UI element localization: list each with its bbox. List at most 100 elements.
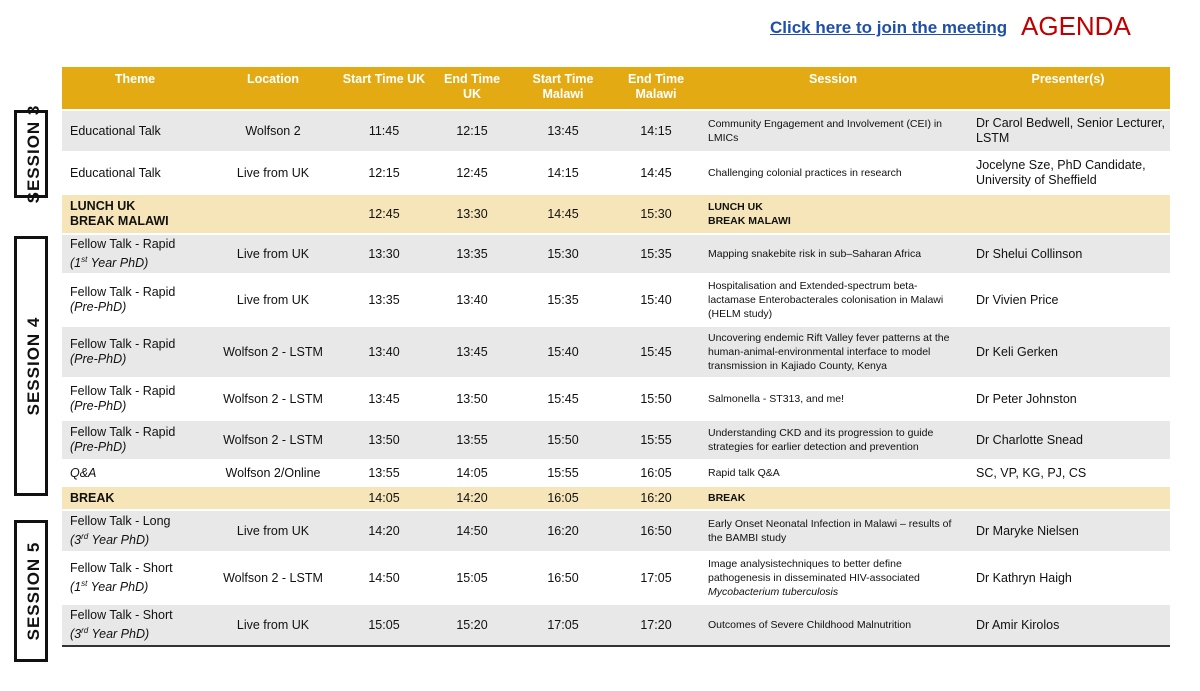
start-uk-cell: 14:50 — [368, 570, 400, 585]
start-uk-cell: 13:45 — [368, 391, 400, 406]
start-malawi-cell: 17:05 — [547, 617, 579, 632]
session-label: SESSION 3 — [24, 104, 43, 204]
agenda-table: Theme Location Start Time UK End Time UK… — [62, 67, 1170, 647]
location-cell — [208, 486, 338, 510]
end-malawi-cell: 15:35 — [640, 246, 672, 261]
presenter-cell: Dr Vivien Price — [976, 292, 1059, 307]
table-row: Fellow Talk - Rapid (Pre-PhD) Live from … — [62, 274, 1170, 326]
theme-line: Fellow Talk - Rapid — [70, 425, 176, 439]
end-uk-cell: 13:45 — [456, 344, 488, 359]
table-row: Fellow Talk - Short (3rd Year PhD) Live … — [62, 604, 1170, 646]
start-uk-cell: 13:40 — [368, 344, 400, 359]
session-line: BREAK MALAWI — [708, 215, 791, 227]
theme-cell: Fellow Talk - Short (1st Year PhD) — [62, 552, 208, 604]
theme-subtitle: (Pre-PhD) — [70, 440, 127, 454]
header-row: Theme Location Start Time UK End Time UK… — [62, 67, 1170, 110]
end-malawi-cell: 17:20 — [640, 617, 672, 632]
session-cell: Challenging colonial practices in resear… — [708, 167, 902, 179]
end-uk-cell: 15:05 — [456, 570, 488, 585]
presenter-cell: Dr Amir Kirolos — [976, 617, 1060, 632]
theme-subtitle: (1st Year PhD) — [70, 254, 149, 271]
end-uk-cell: 13:55 — [456, 432, 488, 447]
table-row: Fellow Talk - Rapid (Pre-PhD) Wolfson 2 … — [62, 378, 1170, 420]
presenter-cell: SC, VP, KG, PJ, CS — [976, 465, 1087, 480]
start-malawi-cell: 14:15 — [547, 165, 579, 180]
end-uk-cell: 14:20 — [456, 490, 488, 505]
table-row: BREAK 14:05 14:20 16:05 16:20 BREAK — [62, 486, 1170, 510]
session-cell: Mapping snakebite risk in sub–Saharan Af… — [708, 248, 922, 260]
presenter-cell: Jocelyne Sze, PhD Candidate, University … — [976, 158, 1146, 187]
end-malawi-cell: 14:15 — [640, 123, 672, 138]
end-malawi-cell: 15:40 — [640, 292, 672, 307]
session-italic-text: Mycobacterium tuberculosis — [708, 586, 839, 598]
join-meeting-link[interactable]: Click here to join the meeting — [770, 18, 1008, 37]
theme-cell: Educational Talk — [70, 165, 161, 180]
start-malawi-cell: 15:45 — [547, 391, 579, 406]
end-malawi-cell: 15:55 — [640, 432, 672, 447]
end-uk-cell: 13:30 — [456, 206, 488, 221]
col-header-start-malawi: Start Time Malawi — [532, 72, 594, 101]
table-row: Fellow Talk - Short (1st Year PhD) Wolfs… — [62, 552, 1170, 604]
theme-line: Fellow Talk - Rapid — [70, 337, 176, 351]
end-malawi-cell: 16:05 — [640, 465, 672, 480]
start-malawi-cell: 15:30 — [547, 246, 579, 261]
session-cell: Salmonella - ST313, and me! — [708, 393, 844, 405]
end-uk-cell: 14:05 — [456, 465, 488, 480]
session-label: SESSION 4 — [24, 316, 43, 416]
start-uk-cell: 13:50 — [368, 432, 400, 447]
session-cell: Rapid talk Q&A — [708, 467, 780, 479]
session-label: SESSION 5 — [24, 541, 43, 641]
col-header-presenters: Presenter(s) — [1031, 72, 1105, 86]
col-header-start-uk: Start Time UK — [342, 72, 426, 86]
col-header-location: Location — [246, 72, 300, 86]
session-cell: Outcomes of Severe Childhood Malnutritio… — [708, 619, 912, 631]
start-malawi-cell: 14:45 — [547, 206, 579, 221]
end-uk-cell: 13:40 — [456, 292, 488, 307]
table-row: LUNCH UK BREAK MALAWI 12:45 13:30 14:45 … — [62, 194, 1170, 234]
theme-cell: Q&A — [70, 465, 97, 480]
col-header-end-malawi: End Time Malawi — [627, 72, 685, 101]
theme-cell: BREAK — [70, 490, 115, 505]
table-row: Fellow Talk - Rapid (Pre-PhD) Wolfson 2 … — [62, 326, 1170, 378]
session-line: LUNCH UK — [708, 201, 763, 213]
session-cell: LUNCH UK BREAK MALAWI — [700, 194, 966, 234]
agenda-title: AGENDA — [1021, 11, 1131, 41]
end-uk-cell: 13:50 — [456, 391, 488, 406]
theme-line: Fellow Talk - Rapid — [70, 285, 176, 299]
start-malawi-cell: 15:55 — [547, 465, 579, 480]
theme-cell: Fellow Talk - Rapid (Pre-PhD) — [62, 326, 208, 378]
session-text: Image analysistechniques to better defin… — [708, 558, 920, 584]
start-uk-cell: 13:30 — [368, 246, 400, 261]
session-cell: Understanding CKD and its progression to… — [708, 427, 934, 453]
location-cell: Wolfson 2 - LSTM — [223, 391, 323, 406]
location-cell: Wolfson 2 - LSTM — [223, 344, 323, 359]
end-malawi-cell: 15:50 — [640, 391, 672, 406]
theme-cell: Fellow Talk - Rapid (Pre-PhD) — [62, 274, 208, 326]
theme-line: Fellow Talk - Long — [70, 513, 171, 528]
start-uk-cell: 13:35 — [368, 292, 400, 307]
theme-line: LUNCH UK — [70, 199, 136, 213]
end-uk-cell: 14:50 — [456, 523, 488, 538]
theme-subtitle: (Pre-PhD) — [70, 300, 127, 314]
theme-cell: Educational Talk — [70, 123, 161, 138]
session-cell: BREAK — [708, 492, 746, 504]
theme-line: Fellow Talk - Rapid — [70, 384, 176, 398]
location-cell: Live from UK — [236, 165, 310, 180]
end-malawi-cell: 17:05 — [640, 570, 672, 585]
session-3-marker: SESSION 3 — [14, 105, 48, 203]
session-5-marker: SESSION 5 — [14, 520, 48, 662]
start-uk-cell: 15:05 — [368, 617, 400, 632]
location-cell: Live from UK — [236, 246, 310, 261]
theme-cell: LUNCH UK BREAK MALAWI — [62, 194, 208, 234]
presenter-cell: Dr Carol Bedwell, Senior Lecturer, LSTM — [976, 116, 1165, 145]
presenter-cell: Dr Keli Gerken — [976, 344, 1058, 359]
table-row: Educational Talk Live from UK 12:15 12:4… — [62, 152, 1170, 194]
presenter-cell: Dr Charlotte Snead — [976, 432, 1084, 447]
location-cell: Wolfson 2 - LSTM — [223, 432, 323, 447]
col-header-end-uk: End Time UK — [443, 72, 501, 101]
theme-line: Fellow Talk - Short — [70, 607, 173, 622]
end-malawi-cell: 15:45 — [640, 344, 672, 359]
session-cell: Image analysistechniques to better defin… — [700, 552, 966, 604]
theme-subtitle: (3rd Year PhD) — [70, 531, 150, 548]
location-cell: Wolfson 2 — [245, 123, 301, 138]
